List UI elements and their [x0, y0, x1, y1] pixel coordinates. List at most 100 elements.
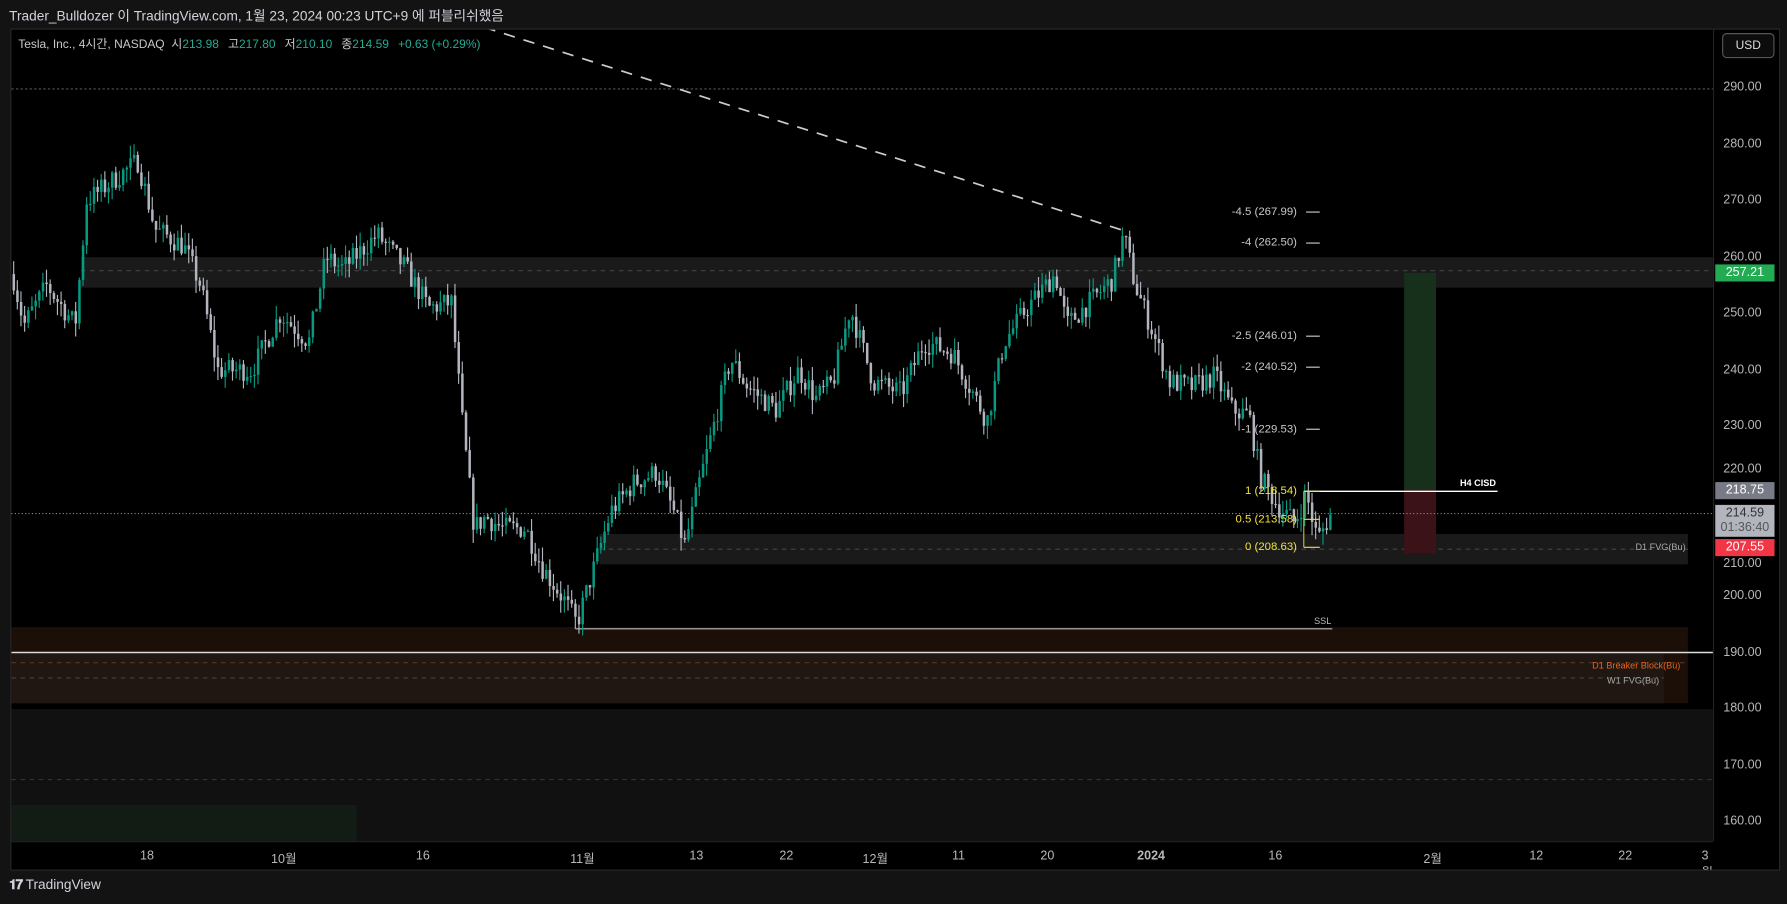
footer-brand: TradingView — [25, 876, 101, 893]
candle-body — [468, 450, 471, 478]
candle-body — [1044, 279, 1048, 285]
candle-body — [1139, 294, 1142, 299]
candle-body — [1321, 528, 1325, 532]
candle-body — [1237, 413, 1241, 419]
candle-body — [957, 349, 960, 366]
time-tick: 16 — [1268, 849, 1283, 863]
candle-body — [1230, 397, 1234, 401]
price-tick: 260.00 — [1723, 249, 1762, 264]
d1-fvg-label: D1 FVG(Bu) — [1635, 541, 1686, 553]
candle-body — [461, 373, 464, 413]
candle-body — [617, 491, 621, 512]
candle-body — [683, 538, 687, 540]
candle-body — [745, 383, 749, 389]
candle-body — [1117, 258, 1121, 261]
candle-body — [326, 258, 329, 261]
candle-body — [369, 237, 373, 254]
candle-body — [1318, 527, 1321, 532]
candle-body — [1154, 334, 1157, 340]
candle-body — [785, 380, 789, 391]
change-value: +0.63 (+0.29%) — [397, 37, 481, 52]
candle-body — [989, 411, 993, 416]
ssl-label: SSL — [1314, 616, 1332, 627]
candle-body — [621, 491, 625, 495]
candle-body — [216, 357, 220, 368]
price-tick: 210.00 — [1723, 557, 1762, 571]
candle-body — [701, 463, 705, 478]
candle-body — [512, 521, 515, 524]
candle-body — [1227, 389, 1230, 398]
time-tick: 12월 — [862, 852, 889, 867]
time-tick: 11월 — [570, 852, 595, 867]
fib-level-label: -1 (229.53) — [1241, 422, 1297, 436]
candle-body — [1212, 366, 1215, 388]
price-axis[interactable]: 290.00 280.00 270.00 260.00 250.00 240.00 230.… — [1712, 29, 1779, 842]
candle-body — [264, 340, 267, 342]
candle-body — [249, 376, 253, 378]
candle-body — [504, 517, 508, 526]
tradingview-logo[interactable]: 𝟏𝟕 TradingView — [9, 876, 101, 893]
candle-body — [446, 294, 450, 306]
stop-zone — [1404, 490, 1437, 554]
candle-body — [833, 380, 836, 384]
candle-body — [596, 548, 599, 562]
fib-level-label: 0.5 (213.58) — [1235, 513, 1297, 526]
candle-body — [727, 371, 730, 374]
candle-body — [577, 616, 581, 625]
candle-body — [1168, 371, 1172, 388]
candle-body — [1329, 514, 1332, 530]
candle-body — [180, 237, 183, 254]
candle-body — [643, 480, 646, 488]
candle-body — [395, 244, 398, 249]
candle-body — [913, 362, 916, 366]
candle-body — [493, 523, 497, 532]
candle-body — [89, 203, 92, 206]
candle-body — [209, 314, 212, 331]
price-tick: 170.00 — [1723, 758, 1762, 772]
last-price-badge: 214.59 01:36:40 — [1715, 505, 1775, 537]
candle-body — [1299, 517, 1303, 520]
candle-body — [1281, 513, 1285, 518]
candle-body — [1008, 333, 1011, 347]
candle-body — [151, 209, 154, 221]
candle-body — [154, 220, 158, 230]
candle-body — [1292, 509, 1296, 522]
candle-body — [530, 530, 533, 554]
candle-body — [822, 385, 825, 388]
candle-body — [235, 369, 238, 372]
candle-body — [935, 337, 938, 345]
candle-body — [202, 285, 205, 291]
candle-body — [1106, 279, 1110, 286]
candle-body — [205, 290, 209, 315]
candle-body — [497, 523, 501, 526]
high-value: 217.80 — [238, 37, 276, 52]
chart-pane[interactable]: Tesla, Inc., 4시간, NASDAQ 시213.98 고217.80… — [10, 28, 1781, 871]
candle-body — [41, 282, 45, 292]
candle-body — [592, 561, 595, 588]
candle-body — [1314, 521, 1318, 528]
candle-body — [1194, 375, 1197, 391]
symbol-name[interactable]: Tesla, Inc., 4시간, NASDAQ — [18, 37, 165, 52]
candle-body — [869, 363, 873, 384]
time-axis[interactable]: 18 10월 16 11월 13 22 12월 11 20 2024 16 2월 12 22 3월 — [11, 841, 1713, 870]
candle-body — [807, 380, 811, 390]
candle-body — [410, 261, 413, 287]
candle-body — [329, 253, 333, 260]
candle-body — [1186, 377, 1190, 379]
candle-body — [129, 158, 132, 168]
candle-body — [286, 322, 289, 324]
stop-price-badge: 207.55 — [1715, 539, 1775, 557]
candle-body — [399, 248, 402, 265]
candle-body — [650, 466, 654, 479]
candle-body — [570, 599, 574, 604]
currency-button[interactable]: USD — [1722, 33, 1775, 59]
price-plot[interactable] — [11, 29, 1713, 842]
candle-body — [282, 322, 285, 324]
candle-body — [796, 367, 800, 384]
candle-body — [774, 402, 778, 418]
candle-body — [1055, 276, 1059, 289]
candle-body — [67, 315, 70, 321]
price-tick: 180.00 — [1723, 701, 1762, 716]
fib-level-label: 1 (218.54) — [1245, 485, 1297, 498]
candle-body — [1019, 307, 1022, 314]
